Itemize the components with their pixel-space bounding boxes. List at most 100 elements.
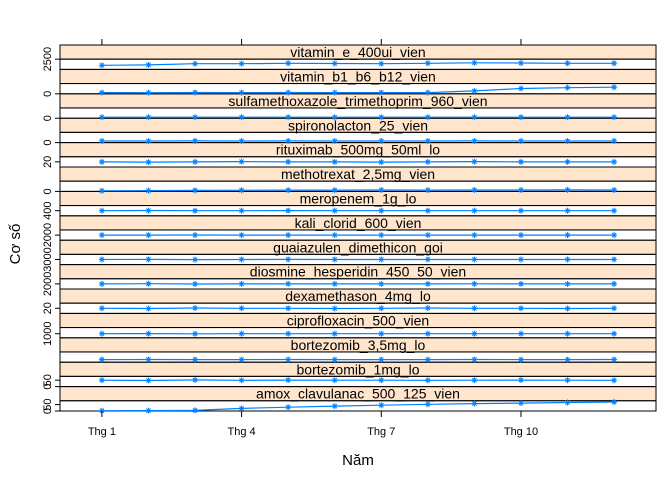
data-point [471,330,478,337]
data-point [331,280,338,287]
data-point [564,207,571,214]
panel-strip-label: rituximab_500mg_50ml_lo [276,142,440,158]
data-point [424,377,431,384]
data-point [285,158,292,165]
data-point [192,187,199,194]
data-point [238,280,245,287]
data-point [238,330,245,337]
data-point [285,232,292,239]
y-tick-label: 2500 [42,47,54,71]
data-point [378,114,385,121]
data-point [145,232,152,239]
data-point [564,356,571,363]
data-point [517,256,524,263]
data-point [238,256,245,263]
panel-strip-label: meropenem_1g_lo [300,190,417,206]
data-point [192,305,199,312]
panel-11: spironolacton_25_vien 0 [42,117,657,146]
panel-14: vitamin_e_400ui_vien 2500 [42,44,657,71]
data-point [378,402,385,409]
data-point [517,305,524,312]
data-point [192,407,199,414]
panel-2: bortezomib_3,5mg_lo [59,337,657,363]
data-point [517,158,524,165]
panel-strip-label: vitamin_e_400ui_vien [290,44,425,60]
y-tick-label: 400 [42,201,54,219]
panel-plot-area [59,58,657,70]
y-tick-label: 50 [42,374,54,386]
data-point [517,60,524,67]
data-point [378,186,385,193]
data-point [564,60,571,67]
panel-strip-label: vitamin_b1_b6_b12_vien [280,68,436,84]
data-point [192,232,199,239]
panel-strip-label: sulfamethoxazole_trimethoprim_960_vien [228,93,487,109]
data-point [424,89,431,96]
data-point [192,256,199,263]
data-point [517,186,524,193]
data-point [611,186,618,193]
x-tick-label: Thg 1 [88,426,116,438]
data-point [145,356,152,363]
data-point [424,305,431,312]
data-point [285,207,292,214]
data-point [145,330,152,337]
panel-10: rituximab_500mg_50ml_lo 20 [42,142,657,168]
data-point [98,114,105,121]
data-point [517,400,524,407]
panel-strip-label: dexamethason_4mg_lo [285,288,431,304]
data-point [145,377,152,384]
data-point [471,400,478,407]
data-point [238,377,245,384]
data-point [98,305,105,312]
data-point [471,305,478,312]
data-point [611,280,618,287]
data-point [285,89,292,96]
data-point [611,60,618,67]
data-point [611,158,618,165]
data-point [424,330,431,337]
data-point [564,280,571,287]
data-point [331,187,338,194]
x-tick-label: Thg 4 [228,426,256,438]
data-point [471,377,478,384]
panel-12: sulfamethoxazole_trimethoprim_960_vien 0 [42,93,657,121]
data-point [331,207,338,214]
data-point [98,207,105,214]
data-point [378,377,385,384]
panel-4: dexamethason_4mg_lo 20 [42,288,657,314]
data-point [564,232,571,239]
data-point [564,377,571,384]
data-point [192,137,199,144]
y-tick-label: 3000 [42,247,54,271]
data-point [98,158,105,165]
data-point [564,330,571,337]
data-point [564,158,571,165]
data-point [471,232,478,239]
data-point [564,114,571,121]
data-point [424,60,431,67]
panel-strip-label: methotrexat_2,5mg_vien [281,166,435,182]
data-point [238,232,245,239]
data-point [192,114,199,121]
data-point [471,356,478,363]
data-point [192,281,199,288]
y-tick-label: 0 [42,408,54,414]
data-point [145,187,152,194]
data-point [378,356,385,363]
x-tick-label: Thg 10 [504,426,538,438]
y-tick-label: 2000 [42,223,54,247]
panel-5: diosmine_hesperidin_450_50_vien 2000 [42,264,657,296]
data-point [285,330,292,337]
series-line [101,86,615,94]
panel-13: vitamin_b1_b6_b12_vien 0 [42,68,657,97]
data-point [471,87,478,94]
data-point [145,61,152,68]
panel-plot-area [59,131,657,144]
data-point [192,376,199,383]
panel-strip-label: kali_clorid_600_vien [295,215,422,231]
panel-plot-area [59,327,657,339]
data-point [238,137,245,144]
data-point [517,85,524,92]
panel-1: bortezomib_1mg_lo 050 [42,361,657,390]
